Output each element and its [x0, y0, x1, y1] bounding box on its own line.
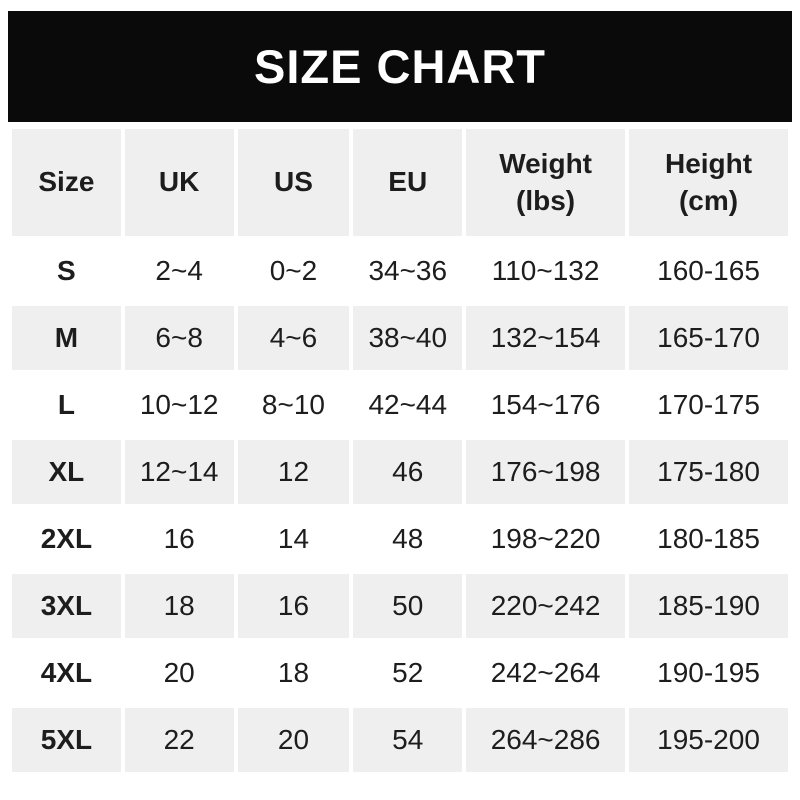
size-label: XL [12, 440, 121, 504]
table-cell: 180-185 [629, 507, 788, 571]
size-label: S [12, 239, 121, 303]
table-cell: 34~36 [353, 239, 463, 303]
table-cell: 48 [353, 507, 463, 571]
banner: SIZE CHART [8, 11, 792, 122]
size-label: M [12, 306, 121, 370]
table-cell: 42~44 [353, 373, 463, 437]
header-cell-weight: Weight (lbs) [466, 129, 626, 236]
table-row-2xl: 2XL 16 14 48 198~220 180-185 [12, 507, 788, 571]
table-cell: 0~2 [237, 239, 350, 303]
table-cell: 175-180 [629, 440, 788, 504]
table-row-5xl: 5XL 22 20 54 264~286 195-200 [12, 708, 788, 772]
table-body: S 2~4 0~2 34~36 110~132 160-165 M 6~8 4~6 38~40 13… [12, 239, 788, 772]
table-row-m: M 6~8 4~6 38~40 132~154 165-170 [12, 306, 788, 370]
table-row-3xl: 3XL 18 16 50 220~242 185-190 [12, 574, 788, 638]
table-cell: 110~132 [466, 239, 626, 303]
size-label: L [12, 373, 121, 437]
table-cell: 16 [124, 507, 234, 571]
header-cell-height: Height (cm) [629, 129, 788, 236]
table-cell: 185-190 [629, 574, 788, 638]
table-cell: 20 [124, 641, 234, 705]
header-row: Size UK US EU Weight (lbs) Height (cm) [12, 129, 788, 236]
table-cell: 38~40 [353, 306, 463, 370]
table-cell: 165-170 [629, 306, 788, 370]
table-cell: 18 [237, 641, 350, 705]
table-cell: 20 [237, 708, 350, 772]
table-cell: 10~12 [124, 373, 234, 437]
size-label: 5XL [12, 708, 121, 772]
table-cell: 12 [237, 440, 350, 504]
table-cell: 176~198 [466, 440, 626, 504]
table-cell: 54 [353, 708, 463, 772]
table-cell: 46 [353, 440, 463, 504]
table-cell: 22 [124, 708, 234, 772]
table-row-l: L 10~12 8~10 42~44 154~176 170-175 [12, 373, 788, 437]
table-cell: 190-195 [629, 641, 788, 705]
table-cell: 50 [353, 574, 463, 638]
size-label: 2XL [12, 507, 121, 571]
table-cell: 170-175 [629, 373, 788, 437]
table-cell: 198~220 [466, 507, 626, 571]
table-cell: 242~264 [466, 641, 626, 705]
table-cell: 8~10 [237, 373, 350, 437]
size-label: 4XL [12, 641, 121, 705]
table-cell: 18 [124, 574, 234, 638]
table-cell: 4~6 [237, 306, 350, 370]
table-cell: 16 [237, 574, 350, 638]
size-chart-table: Size UK US EU Weight (lbs) Height (cm) S 2~4 0~… [8, 126, 792, 775]
table-cell: 160-165 [629, 239, 788, 303]
table-cell: 195-200 [629, 708, 788, 772]
table-cell: 220~242 [466, 574, 626, 638]
header-cell-size: Size [12, 129, 121, 236]
header-cell-eu: EU [353, 129, 463, 236]
size-label: 3XL [12, 574, 121, 638]
page-title: SIZE CHART [254, 40, 546, 93]
table-cell: 6~8 [124, 306, 234, 370]
table-cell: 14 [237, 507, 350, 571]
table-cell: 2~4 [124, 239, 234, 303]
table-row-xl: XL 12~14 12 46 176~198 175-180 [12, 440, 788, 504]
header-cell-us: US [237, 129, 350, 236]
table-cell: 132~154 [466, 306, 626, 370]
header-cell-uk: UK [124, 129, 234, 236]
table-cell: 52 [353, 641, 463, 705]
table-header: Size UK US EU Weight (lbs) Height (cm) [12, 129, 788, 236]
table-row-s: S 2~4 0~2 34~36 110~132 160-165 [12, 239, 788, 303]
table-cell: 154~176 [466, 373, 626, 437]
table-cell: 12~14 [124, 440, 234, 504]
table-cell: 264~286 [466, 708, 626, 772]
table-row-4xl: 4XL 20 18 52 242~264 190-195 [12, 641, 788, 705]
